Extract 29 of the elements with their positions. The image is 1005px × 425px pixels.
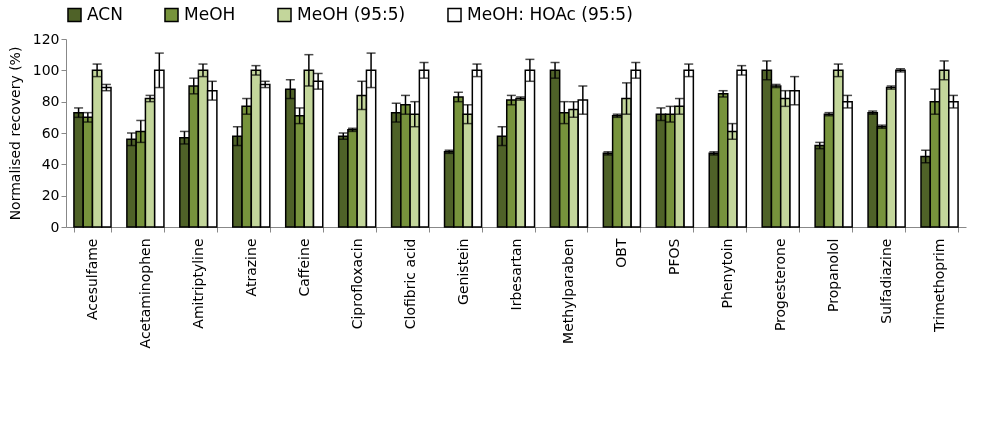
y-tick-label: 80 (41, 93, 60, 110)
x-tick-label: Ciprofloxacin (348, 238, 365, 330)
x-tick-label: Clofibric acid (401, 238, 418, 330)
legend-label: MeOH (184, 3, 236, 24)
x-tick-label: Amitriptyline (189, 238, 206, 329)
y-tick-label: 40 (41, 155, 60, 172)
x-tick-label: Propanolol (825, 238, 842, 312)
x-tick-label: Trimethoprim (931, 238, 948, 333)
legend-label: MeOH (95:5) (297, 3, 406, 24)
y-tick-label: 100 (32, 61, 60, 78)
legend-label: ACN (87, 3, 123, 24)
x-tick-label: PFOS (666, 238, 683, 275)
x-tick-label: OBT (613, 238, 630, 268)
x-tick-label: Phenytoin (719, 238, 736, 309)
y-tick-label: 0 (50, 218, 60, 235)
x-tick-label: Progesterone (772, 238, 789, 332)
y-tick-label: 60 (41, 124, 60, 141)
y-tick-label: 120 (32, 30, 60, 47)
x-tick-label: Acesulfame (83, 238, 100, 320)
legend-label: MeOH: HOAc (95:5) (467, 3, 633, 24)
x-tick-label: Atrazine (242, 238, 259, 297)
x-tick-label: Sulfadiazine (878, 238, 895, 324)
x-tick-label: Irbesartan (507, 238, 524, 311)
x-tick-label: Methylparaben (560, 238, 577, 344)
y-tick-label: 20 (41, 187, 60, 204)
x-tick-label: Genistein (454, 238, 471, 305)
x-tick-label: Caffeine (295, 238, 312, 297)
y-axis-title: Normalised recovery (%) (6, 46, 23, 221)
x-tick-label: Acetaminophen (136, 238, 153, 349)
